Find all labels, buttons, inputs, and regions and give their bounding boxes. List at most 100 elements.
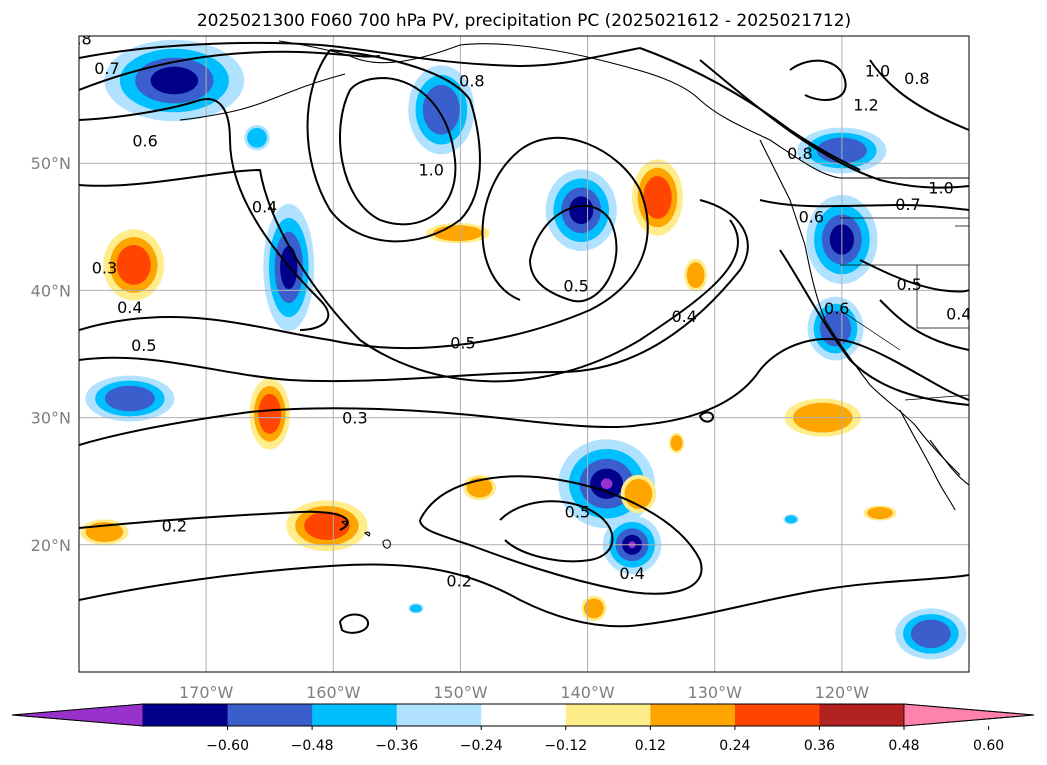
negative-pc-region [895, 608, 967, 660]
coastlines [179, 40, 969, 549]
contour-label: 0.3 [342, 409, 367, 428]
contour-label: 0.4 [117, 298, 142, 317]
pv-contour-0.6-west [79, 98, 330, 331]
negative-pc-region [104, 39, 245, 122]
contour-label: 0.8 [904, 69, 929, 88]
contour-label: 0.5 [131, 336, 156, 355]
coast-hawaii-2 [364, 531, 371, 537]
pv-contour-0.2-lower [79, 563, 969, 628]
contour-label: 1.0 [418, 161, 443, 180]
pv-contour-small-loop-2 [698, 411, 715, 423]
pc-contour-fill [686, 262, 705, 289]
colorbar-tick-label: −0.24 [460, 738, 503, 754]
pc-contour-fill [116, 245, 151, 285]
positive-pc-region [684, 258, 708, 292]
negative-pc-region [244, 125, 270, 151]
colorbar-tick-labels: −0.60 −0.48 −0.36 −0.24 −0.12 0.12 0.24 0.36 0.4… [206, 726, 1004, 754]
pc-contour-fill [584, 598, 604, 619]
contour-label: 1.2 [853, 96, 878, 115]
pc-contour-fill [600, 478, 613, 490]
longitude-tick-label: 160°W [306, 683, 361, 702]
contour-label: 0.7 [895, 195, 920, 214]
coast-aleutians [179, 73, 346, 121]
pc-contour-fill [422, 84, 460, 135]
pc-contour-fill [819, 310, 852, 347]
positive-pc-region [863, 505, 897, 521]
latitude-tick-label: 40°N [31, 281, 71, 300]
pv-contour-0.5-center [79, 136, 649, 350]
contour-label: 0.8 [787, 144, 812, 163]
colorbar-segments [11, 703, 1035, 727]
coast-alaska [278, 40, 969, 179]
negative-pc-region [783, 514, 799, 525]
colorbar-tick-label: 0.24 [719, 738, 750, 754]
pv-contour-0.4-east [879, 299, 969, 351]
pv-contour-0.3-east [639, 338, 969, 426]
contour-label: 1.0 [865, 61, 890, 80]
pv-contour-1.2-ne [789, 59, 847, 101]
pv-contour-0.5-loop [529, 204, 618, 303]
latitude-tick-label: 50°N [31, 154, 71, 173]
contour-label: 0.4 [946, 304, 971, 323]
colorbar-tick-label: −0.12 [544, 738, 587, 754]
graticule [79, 36, 969, 672]
border-us-mexico [904, 394, 969, 401]
contour-label: 0.4 [671, 307, 696, 326]
pc-contour-fill [247, 127, 267, 148]
negative-pc-region [408, 603, 424, 614]
pv-contour-0.2-south [79, 510, 349, 531]
colorbar-tick-label: −0.36 [375, 738, 418, 754]
pc-contour-fill [258, 393, 282, 434]
coast-california [804, 244, 961, 476]
contour-label: 0.2 [162, 517, 187, 536]
longitude-tick-label: 170°W [179, 683, 234, 702]
latitude-tick-label: 20°N [31, 536, 71, 555]
colorbar-segment [565, 704, 651, 726]
colorbar-tick-label: −0.60 [206, 738, 249, 754]
pv-contour-0.8-ne2 [869, 59, 969, 131]
pc-contour-fill [670, 435, 683, 451]
latitude-tick-labels: 20°N 30°N 40°N 50°N [31, 154, 71, 555]
pc-contour-fill [910, 619, 951, 649]
contour-label: 0.5 [897, 275, 922, 294]
pv-contour-0.5-east [859, 259, 969, 293]
pc-contour-fill [433, 225, 483, 242]
positive-pc-region [286, 500, 368, 552]
colorbar-segment [312, 704, 398, 726]
colorbar-tick-label: 0.48 [888, 738, 919, 754]
longitude-tick-label: 140°W [560, 683, 615, 702]
contour-label: 0.6 [132, 131, 157, 150]
colorbar-extend-max [903, 703, 1035, 727]
positive-pc-region [249, 378, 291, 450]
negative-pc-region [408, 65, 475, 155]
colorbar-tick-label: 0.12 [635, 738, 666, 754]
negative-pc-region [545, 169, 617, 251]
colorbar-outline [11, 703, 1035, 727]
pv-contour-1.0-east [699, 59, 969, 189]
border-states-2 [839, 225, 969, 351]
colorbar-segment [481, 704, 567, 726]
colorbar-segment [734, 704, 820, 726]
colorbar-segment [143, 704, 229, 726]
pc-contour-fill [867, 507, 893, 519]
longitude-tick-label: 120°W [815, 683, 870, 702]
contour-label: 0.4 [252, 197, 277, 216]
colorbar-segment [819, 704, 905, 726]
positive-pc-region [632, 159, 683, 236]
contour-label: 0.7 [94, 59, 119, 78]
colorbar-segment [227, 704, 313, 726]
pc-contour-fill [304, 511, 350, 540]
pv-contour-1.0-gyre [339, 76, 457, 226]
contour-label: 0.6 [799, 208, 824, 227]
longitude-tick-label: 130°W [688, 683, 743, 702]
pc-contour-fill [569, 196, 594, 225]
pv-contour-0.4-south-loop [499, 500, 614, 563]
contour-label: 0.5 [450, 334, 475, 353]
pc-contour-fill [104, 385, 155, 412]
contour-label: 0.3 [92, 259, 117, 278]
contour-labels: 0.80.70.81.0 0.81.20.61.00.81.00.4 0.70.60… [79, 36, 971, 590]
pv-contour-0.7-east [759, 199, 969, 211]
colorbar-extend-min [11, 703, 144, 727]
contour-label: 1.0 [928, 178, 953, 197]
